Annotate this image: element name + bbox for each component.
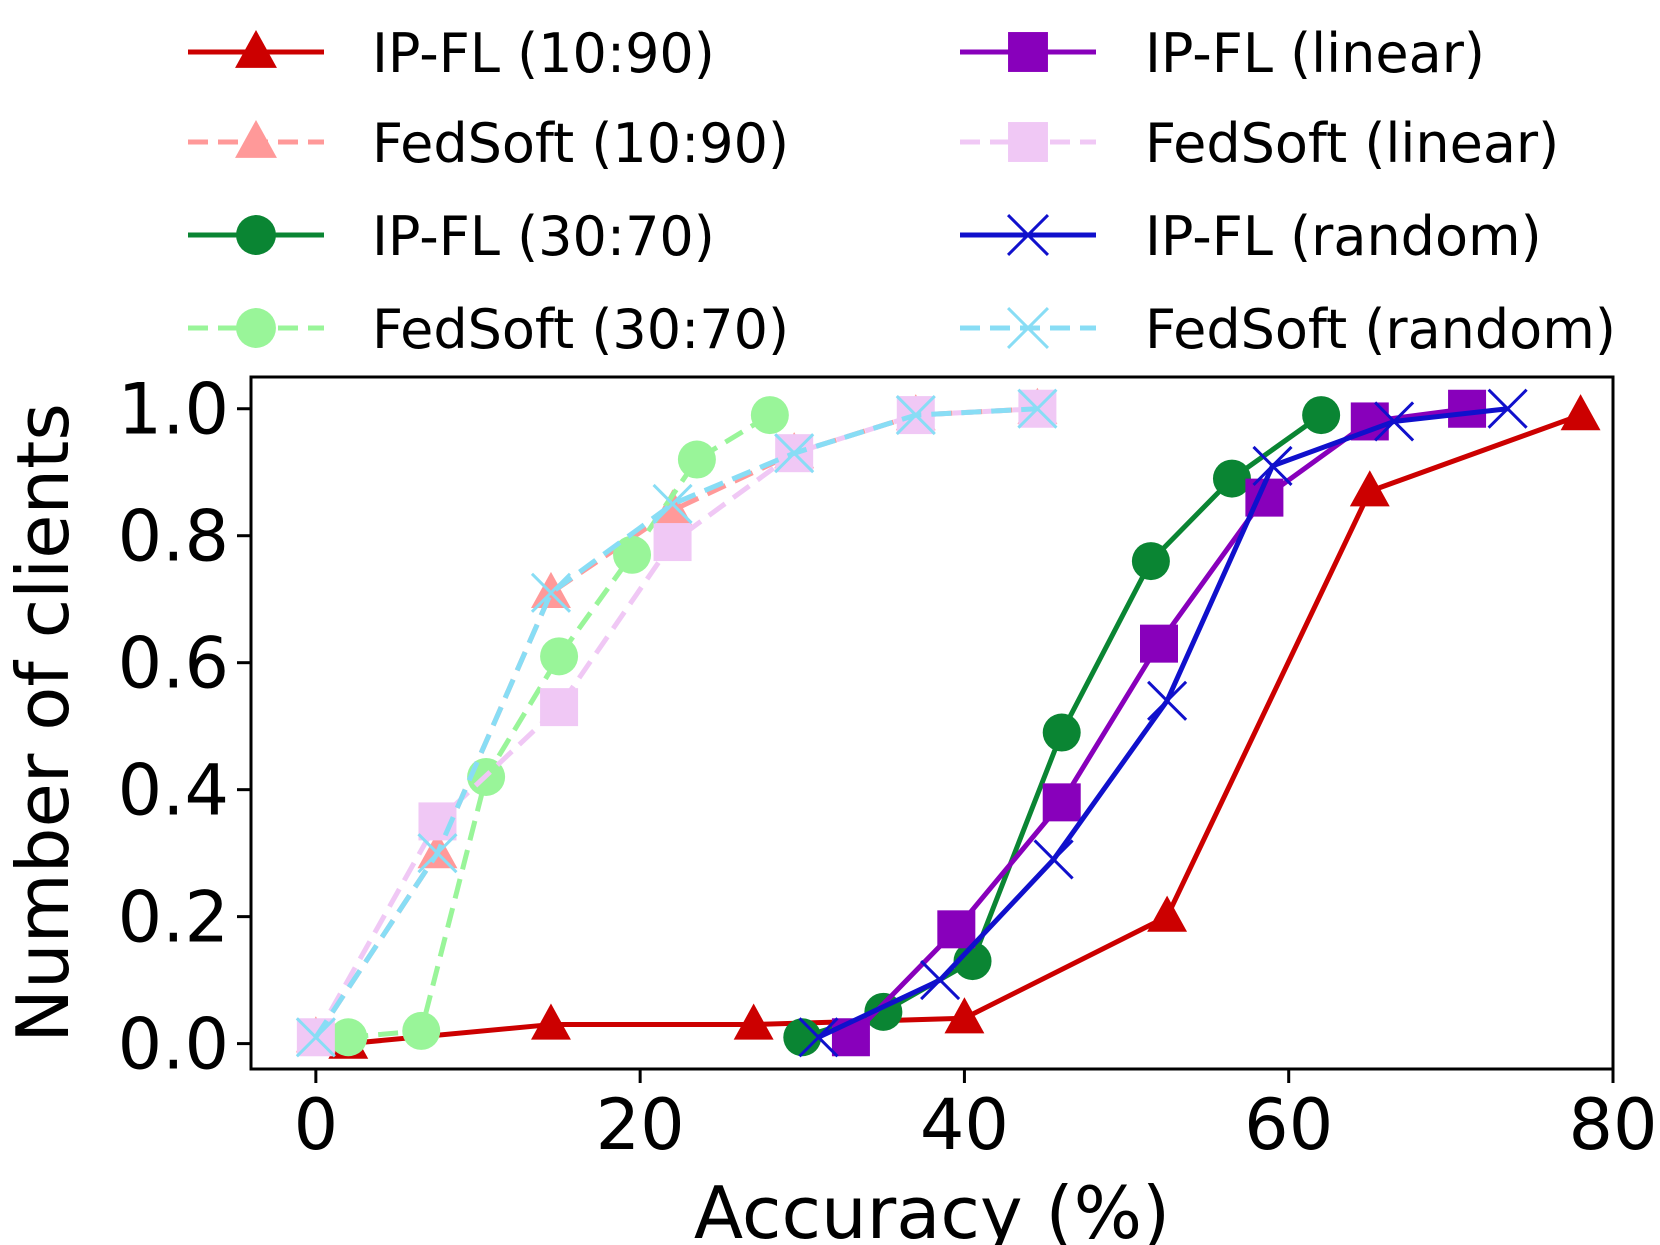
legend-item: IP-FL (linear)	[960, 22, 1485, 85]
data-point	[417, 833, 458, 874]
data-point	[677, 440, 716, 479]
x-tick-label: 40	[920, 1084, 1009, 1166]
data-point	[733, 1003, 774, 1040]
series-6	[296, 389, 1057, 1057]
legend-marker	[235, 29, 277, 68]
data-point	[329, 1018, 368, 1057]
legend-label: IP-FL (random)	[1145, 205, 1542, 268]
legend-item: FedSoft (linear)	[960, 112, 1559, 175]
data-point	[1131, 542, 1170, 581]
legend-marker	[1008, 32, 1048, 72]
legend-label: IP-FL (linear)	[1145, 22, 1485, 85]
data-point	[1448, 389, 1487, 428]
series-line	[817, 406, 1508, 1040]
legend-item: FedSoft (30:70)	[188, 298, 789, 361]
data-point	[1560, 394, 1601, 431]
data-point	[1349, 470, 1390, 507]
legend-label: FedSoft (random)	[1145, 298, 1616, 361]
data-point	[530, 572, 572, 613]
data-point	[1140, 624, 1178, 663]
y-tick-label: 0.6	[118, 623, 229, 705]
legend-marker	[235, 119, 277, 158]
legend-label: FedSoft (linear)	[1145, 112, 1559, 175]
y-axis: 0.0 0.2 0.4 0.6 0.8 1.0	[118, 369, 251, 1086]
legend-label: FedSoft (30:70)	[372, 298, 789, 361]
legend-label: IP-FL (10:90)	[372, 22, 715, 85]
x-tick-label: 80	[1568, 1084, 1657, 1166]
plot-area	[295, 387, 1601, 1059]
legend-marker	[236, 308, 276, 348]
data-point	[1033, 839, 1074, 880]
data-point	[920, 960, 961, 1001]
data-point	[1212, 459, 1251, 498]
y-tick-label: 1.0	[118, 369, 229, 451]
data-point	[540, 637, 579, 676]
data-point	[750, 396, 789, 435]
legend-marker	[1008, 122, 1048, 162]
y-tick-label: 0.4	[118, 750, 229, 832]
data-point	[1042, 713, 1081, 752]
series-5	[831, 389, 1487, 1057]
data-point	[953, 942, 992, 981]
legend-item: FedSoft (10:90)	[188, 112, 789, 175]
legend-item: IP-FL (random)	[960, 205, 1542, 268]
y-tick-label: 0.0	[118, 1004, 229, 1086]
data-point	[895, 395, 936, 436]
series-3	[783, 396, 1341, 1057]
data-point	[944, 997, 985, 1034]
data-point	[1147, 680, 1188, 721]
legend-marker	[1006, 306, 1050, 350]
data-point	[1302, 396, 1341, 435]
legend-item: IP-FL (30:70)	[188, 205, 715, 268]
data-point	[1487, 388, 1528, 429]
data-point	[652, 483, 693, 525]
data-point	[531, 571, 571, 608]
data-point	[613, 535, 652, 574]
legend-marker	[236, 215, 276, 255]
data-point	[1017, 388, 1058, 429]
data-point	[774, 433, 815, 474]
data-point	[653, 523, 692, 562]
data-point	[798, 1017, 839, 1058]
data-point	[1042, 783, 1081, 822]
legend-item: FedSoft (random)	[960, 298, 1616, 361]
x-axis: 0 20 40 60 80	[294, 1069, 1658, 1166]
series-4	[329, 396, 789, 1057]
x-tick-label: 20	[596, 1084, 685, 1166]
series-line	[348, 412, 772, 1040]
data-point	[402, 1011, 441, 1050]
series-8	[295, 388, 1058, 1058]
plot-frame	[249, 375, 1615, 1071]
series-1	[328, 394, 1601, 1059]
y-tick-label: 0.8	[118, 496, 229, 578]
data-point	[783, 1018, 822, 1057]
series-2	[295, 387, 1058, 1053]
data-point	[937, 910, 976, 949]
legend: IP-FL (10:90) FedSoft (10:90) IP-FL (30:70…	[188, 22, 1616, 361]
data-point	[1147, 895, 1188, 932]
y-tick-label: 0.2	[118, 877, 229, 959]
data-point	[295, 1017, 336, 1058]
x-axis-label: Accuracy (%)	[694, 1171, 1170, 1245]
series-7	[798, 388, 1528, 1058]
y-axis-label: Number of clients	[1, 403, 85, 1043]
legend-marker	[1006, 213, 1050, 257]
legend-label: IP-FL (30:70)	[372, 205, 715, 268]
legend-label: FedSoft (10:90)	[372, 112, 789, 175]
x-tick-label: 60	[1244, 1084, 1333, 1166]
data-point	[652, 489, 693, 526]
data-point	[1252, 445, 1293, 486]
data-point	[540, 688, 579, 727]
legend-item: IP-FL (10:90)	[188, 22, 715, 85]
x-tick-label: 0	[294, 1084, 339, 1166]
data-point	[1374, 401, 1415, 442]
data-point	[531, 1003, 571, 1040]
